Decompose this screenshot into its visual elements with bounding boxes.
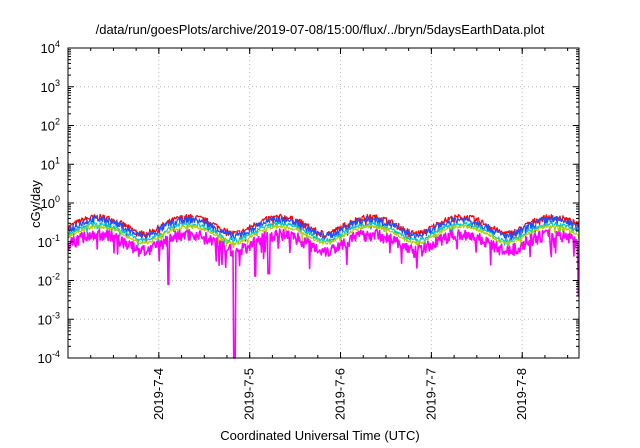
series-line — [67, 228, 580, 359]
grid-layer — [68, 48, 579, 358]
x-tick-label: 2019-7-7 — [423, 368, 438, 420]
series-line — [67, 224, 580, 251]
y-tick-label: 10-2 — [38, 272, 60, 289]
chart-title: /data/run/goesPlots/archive/2019-07-08/1… — [95, 22, 545, 37]
x-tick-label: 2019-7-8 — [514, 368, 529, 420]
y-tick-label: 10-3 — [38, 310, 60, 327]
y-tick-label: 102 — [41, 117, 60, 134]
series-line — [67, 221, 580, 247]
x-tick-label: 2019-7-4 — [151, 368, 166, 420]
y-tick-label: 101 — [41, 155, 60, 172]
y-tick-label: 100 — [41, 194, 60, 211]
y-tick-label: 104 — [41, 39, 60, 56]
x-tick-label: 2019-7-6 — [333, 368, 348, 420]
y-tick-label: 10-4 — [38, 349, 60, 366]
x-axis-label: Coordinated Universal Time (UTC) — [220, 428, 420, 443]
series-layer — [67, 213, 580, 359]
y-axis-label: cGy/day — [28, 180, 43, 228]
x-tick-label: 2019-7-5 — [242, 368, 257, 420]
y-tick-label: 103 — [41, 78, 60, 95]
